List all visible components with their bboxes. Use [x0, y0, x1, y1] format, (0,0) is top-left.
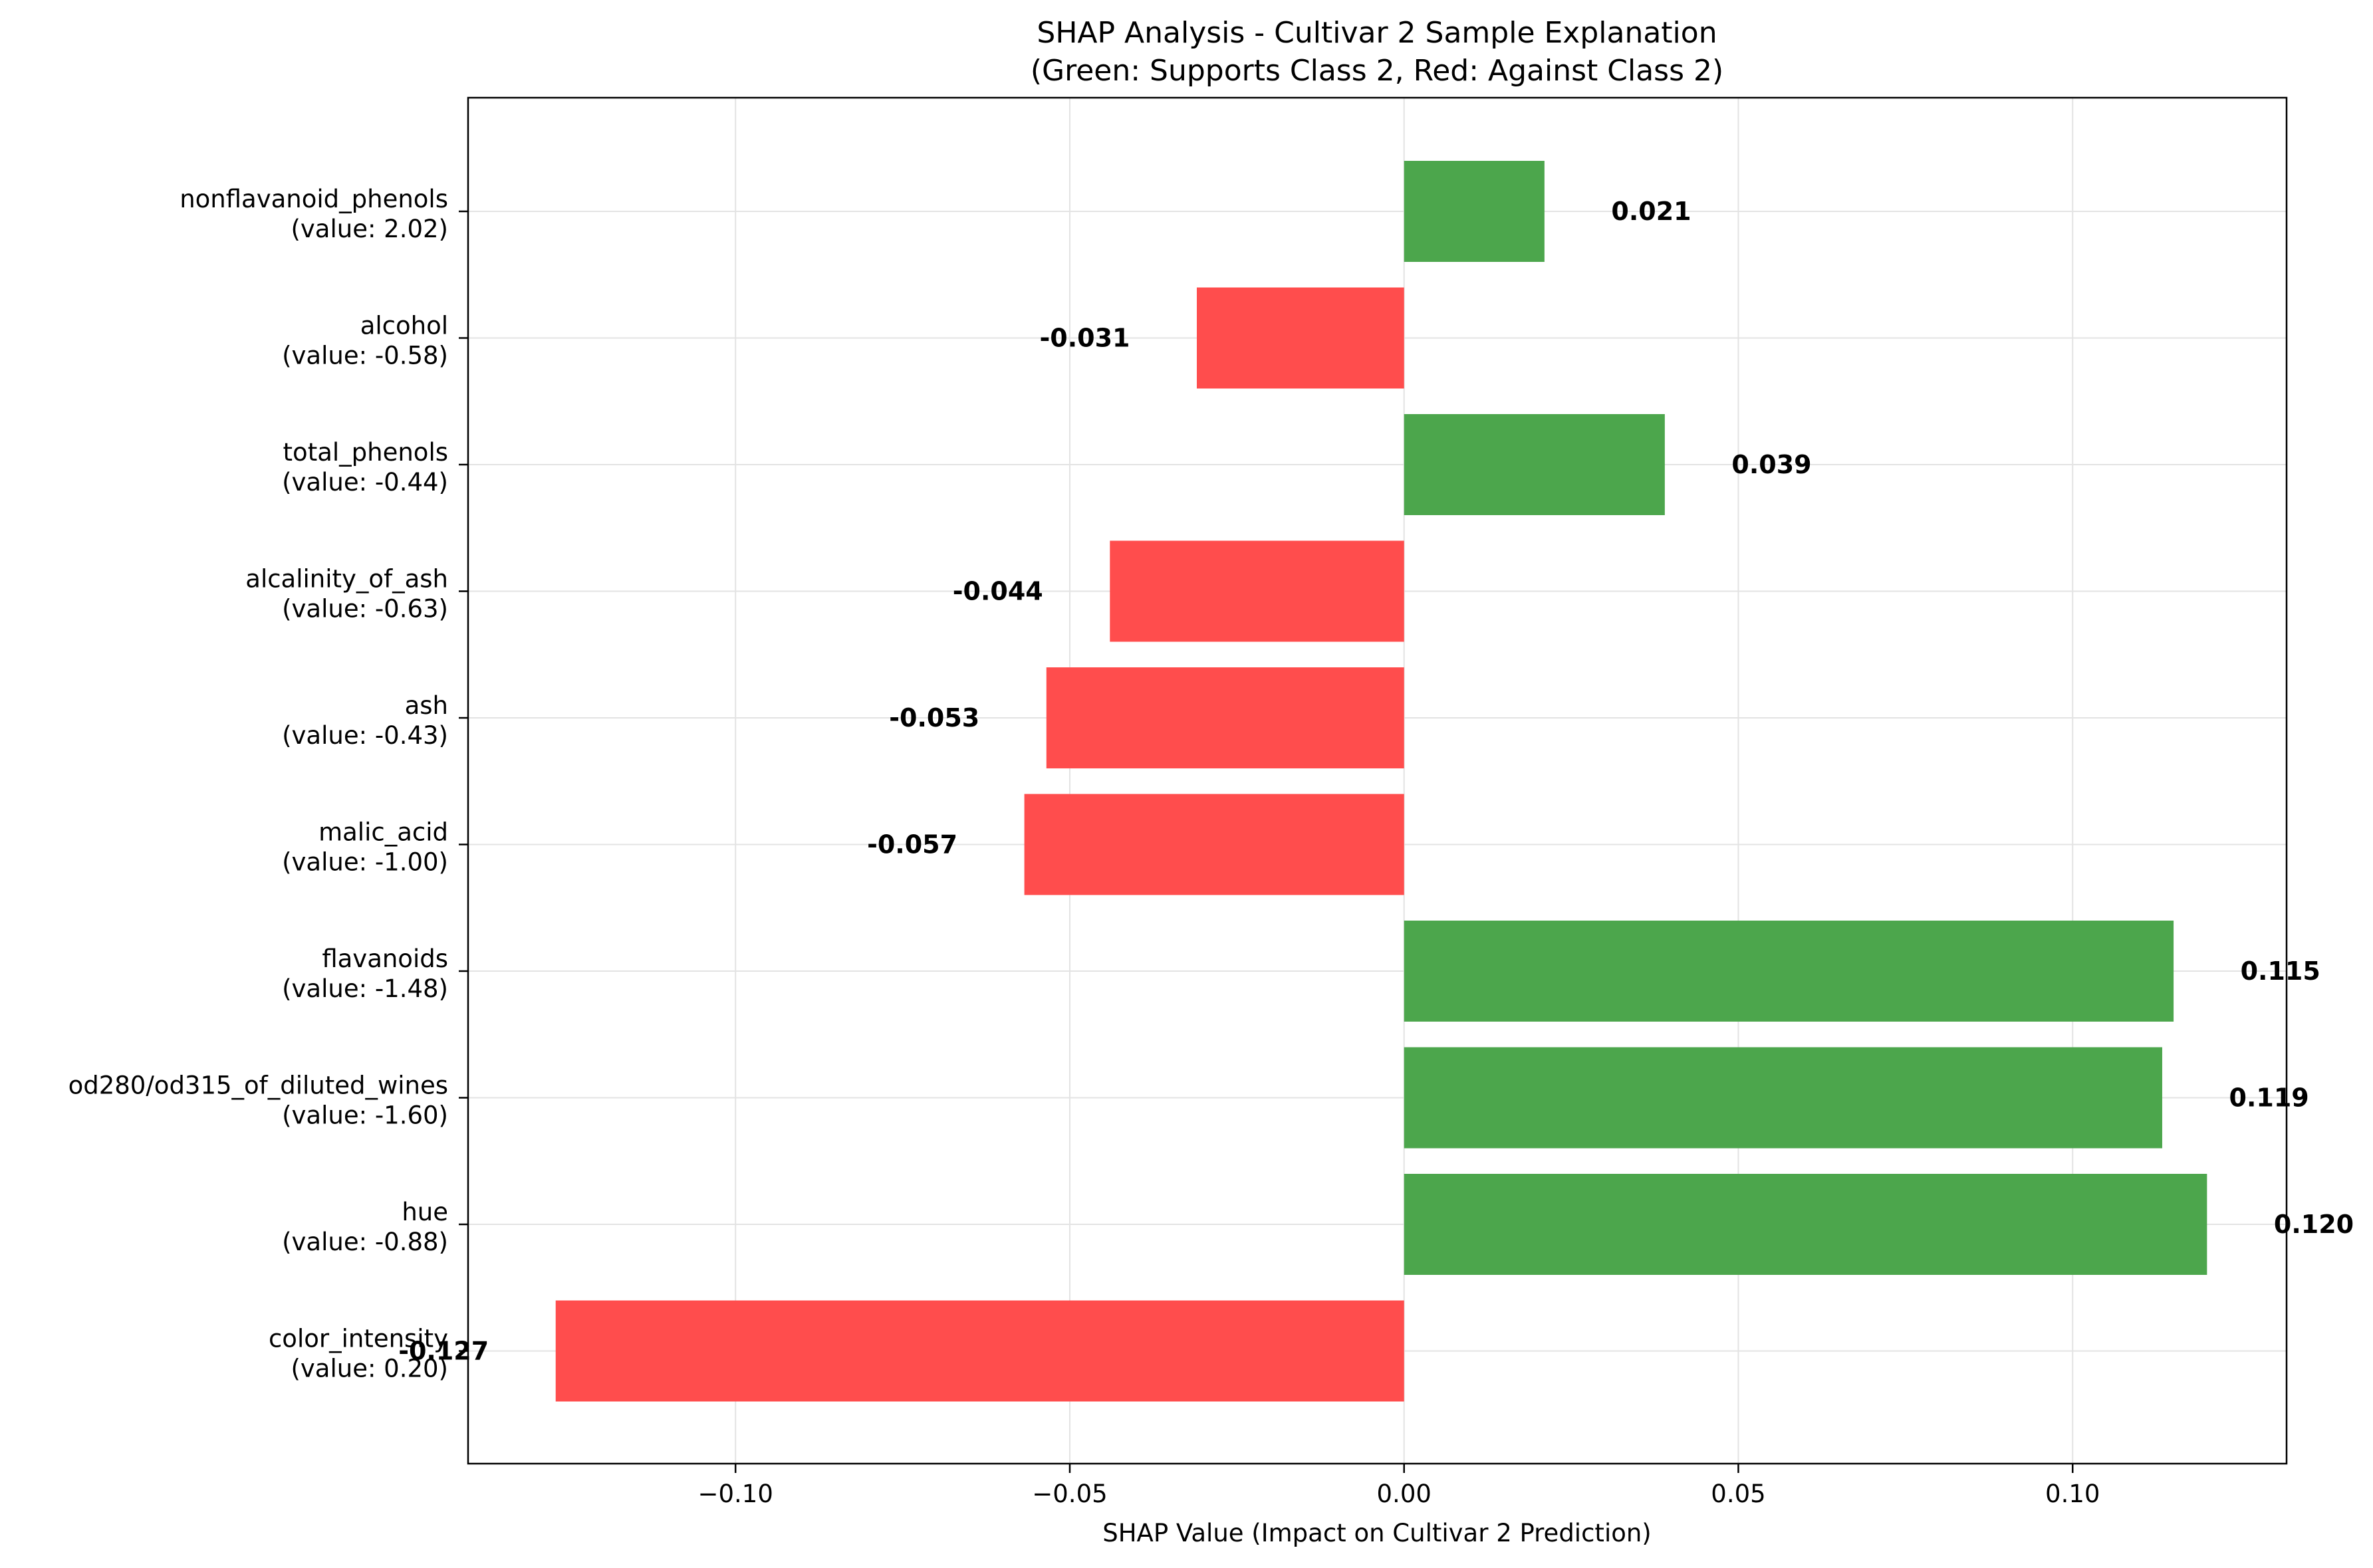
bar-value-label: 0.021: [1611, 197, 1691, 226]
y-tick-label-feature: alcohol: [360, 312, 448, 340]
bar-alcohol: [1197, 287, 1404, 389]
y-tick-label-feature: hue: [402, 1198, 448, 1226]
y-tick-label-feature: alcalinity_of_ash: [245, 565, 448, 594]
bar-value-label: -0.053: [889, 703, 979, 732]
bar-alcalinity-of-ash: [1110, 540, 1404, 642]
bar-value-label: 0.039: [1731, 450, 1811, 479]
x-tick-label: 0.10: [2045, 1480, 2100, 1508]
y-tick-label-value: (value: -1.00): [282, 848, 448, 877]
bar-flavanoids: [1404, 921, 2174, 1022]
bar-malic-acid: [1024, 794, 1404, 895]
x-tick-label: −0.10: [698, 1480, 773, 1508]
y-tick-label-feature: od280/od315_of_diluted_wines: [68, 1071, 448, 1100]
y-tick-label-value: (value: -0.44): [282, 468, 448, 497]
y-tick-label-value: (value: -0.58): [282, 342, 448, 370]
bar-hue: [1404, 1174, 2207, 1275]
y-tick-label-value: (value: -1.48): [282, 974, 448, 1003]
y-tick-label-value: (value: -0.43): [282, 721, 448, 750]
y-tick-label-value: (value: 2.02): [291, 215, 448, 243]
bar-value-label: -0.127: [398, 1337, 489, 1366]
data-labels: 0.021 -0.031 0.039 -0.044 -0.053 -0.057 0.115 0…: [398, 197, 2354, 1366]
bar-value-label: 0.115: [2241, 956, 2320, 986]
bar-ash: [1046, 667, 1404, 768]
x-tick-label: −0.05: [1032, 1480, 1107, 1508]
y-tick-label-feature: total_phenols: [283, 438, 448, 467]
bar-nonflavanoid-phenols: [1404, 161, 1545, 262]
x-tick-label: 0.00: [1377, 1480, 1432, 1508]
y-tick-label-feature: malic_acid: [318, 818, 448, 847]
chart-subtitle: (Green: Supports Class 2, Red: Against C…: [1031, 54, 1723, 88]
bar-value-label: 0.120: [2274, 1210, 2354, 1239]
y-tick-label-value: (value: -1.60): [282, 1101, 448, 1130]
x-axis-label: SHAP Value (Impact on Cultivar 2 Predict…: [1102, 1519, 1652, 1547]
y-tick-label-value: (value: -0.63): [282, 595, 448, 623]
plot-frame: [467, 96, 2288, 1465]
y-axis: nonflavanoid_phenols(value: 2.02) alcohol…: [68, 185, 468, 1383]
bar-value-label: -0.057: [867, 830, 957, 859]
y-tick-label-feature: flavanoids: [322, 945, 448, 973]
bar-od280-od315-of-diluted-wines: [1404, 1047, 2162, 1149]
y-tick-label-feature: color_intensity: [269, 1325, 448, 1353]
y-tick-label-feature: nonflavanoid_phenols: [180, 185, 448, 213]
bar-value-label: -0.031: [1039, 324, 1130, 353]
chart-title: SHAP Analysis - Cultivar 2 Sample Explan…: [1037, 16, 1717, 50]
bars: [555, 161, 2207, 1402]
x-tick-label: 0.05: [1711, 1480, 1765, 1508]
bar-color-intensity: [555, 1300, 1404, 1402]
bar-total-phenols: [1404, 414, 1665, 515]
x-axis: −0.10 −0.05 0.00 0.05 0.10: [698, 1464, 2100, 1508]
bar-value-label: 0.119: [2229, 1083, 2309, 1113]
y-tick-label-value: (value: 0.20): [291, 1355, 448, 1383]
bar-value-label: -0.044: [953, 577, 1043, 606]
y-tick-label-feature: ash: [405, 691, 448, 720]
y-tick-label-value: (value: -0.88): [282, 1228, 448, 1256]
